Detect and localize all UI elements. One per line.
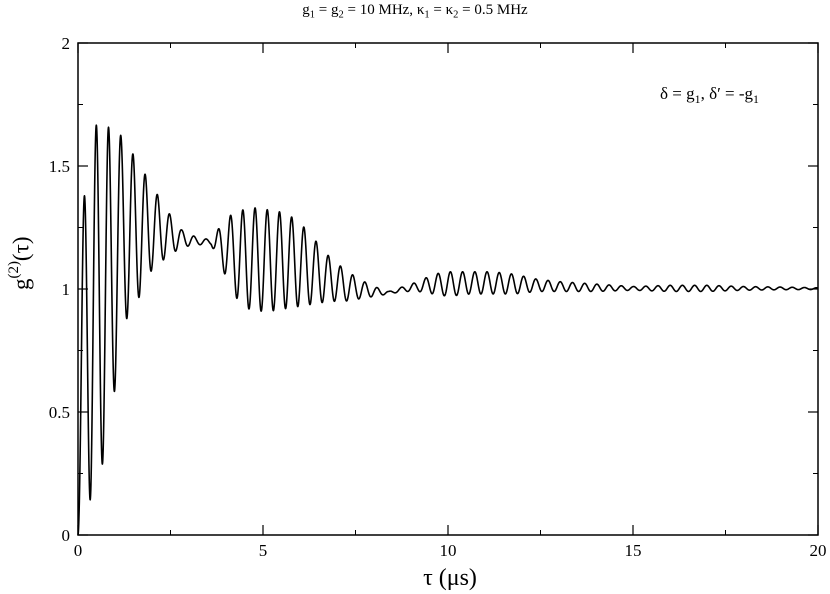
x-tick-label: 10: [440, 541, 457, 560]
plot-frame: [77, 42, 819, 536]
y-tick-label: 1.5: [49, 157, 70, 176]
x-tick-label: 20: [810, 541, 827, 560]
chart-title: g1 = g2 = 10 MHz, κ1 = κ2 = 0.5 MHz: [302, 2, 528, 21]
detuning-annotation: δ = g1, δ′ = -g1: [660, 84, 759, 107]
x-tick-label: 0: [74, 541, 83, 560]
y-tick-label: 1: [62, 280, 71, 299]
y-tick-label: 0.5: [49, 403, 70, 422]
x-axis-label: τ (μs): [423, 565, 477, 591]
g2-curve: [77, 124, 819, 536]
x-tick-label: 5: [259, 541, 268, 560]
y-tick-label: 0: [62, 526, 71, 545]
tick-labels: 0 5 10 15 20 0 0.5 1 1.5 2: [49, 34, 827, 560]
tick-marks: [77, 42, 819, 536]
x-tick-label: 15: [625, 541, 642, 560]
axes-frame: [77, 42, 819, 536]
y-tick-label: 2: [62, 34, 71, 53]
y-axis-label: g(2)(τ): [6, 236, 34, 290]
